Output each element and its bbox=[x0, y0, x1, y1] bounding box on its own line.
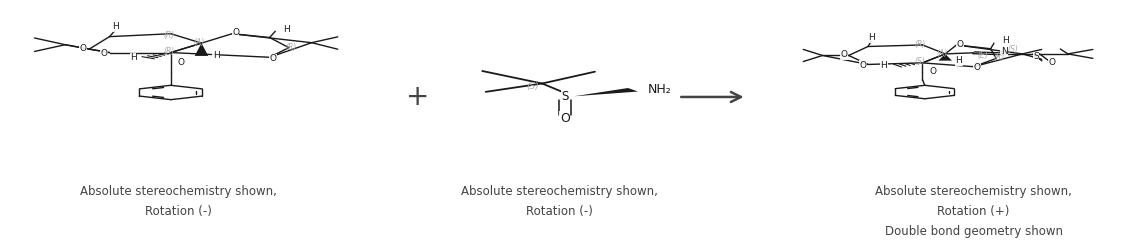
Text: (S): (S) bbox=[1008, 45, 1019, 54]
Text: Rotation (-): Rotation (-) bbox=[145, 205, 212, 218]
Text: (R): (R) bbox=[163, 47, 175, 56]
Polygon shape bbox=[938, 54, 952, 61]
Text: +: + bbox=[405, 83, 429, 111]
Text: O: O bbox=[232, 28, 240, 37]
Text: O: O bbox=[860, 61, 867, 70]
Text: H: H bbox=[130, 53, 137, 62]
Text: Absolute stereochemistry shown,: Absolute stereochemistry shown, bbox=[80, 185, 277, 198]
Text: O: O bbox=[929, 67, 937, 76]
Text: (R): (R) bbox=[915, 40, 925, 49]
Text: (A): (A) bbox=[936, 49, 947, 58]
Text: O: O bbox=[80, 44, 87, 53]
Text: H: H bbox=[283, 24, 290, 34]
Text: H: H bbox=[881, 61, 888, 70]
Text: (R): (R) bbox=[285, 43, 297, 52]
Text: (R): (R) bbox=[163, 31, 175, 40]
Text: Double bond geometry shown: Double bond geometry shown bbox=[884, 225, 1062, 238]
Text: (A): (A) bbox=[194, 38, 205, 47]
Text: (S): (S) bbox=[915, 57, 925, 66]
Text: (E): (E) bbox=[977, 51, 988, 60]
Text: Absolute stereochemistry shown,: Absolute stereochemistry shown, bbox=[461, 185, 657, 198]
Text: O: O bbox=[178, 58, 185, 67]
Polygon shape bbox=[574, 88, 638, 96]
Text: H: H bbox=[868, 33, 875, 42]
Text: O: O bbox=[973, 63, 980, 72]
Text: Rotation (-): Rotation (-) bbox=[526, 205, 592, 218]
Text: O: O bbox=[841, 50, 848, 59]
Text: (R): (R) bbox=[993, 53, 1004, 62]
Text: O: O bbox=[560, 112, 569, 125]
Polygon shape bbox=[195, 43, 209, 56]
Text: S: S bbox=[561, 90, 568, 103]
Text: O: O bbox=[956, 40, 963, 48]
Text: H: H bbox=[1002, 36, 1009, 45]
Text: S: S bbox=[1033, 52, 1039, 61]
Text: O: O bbox=[269, 54, 276, 63]
Text: O: O bbox=[100, 49, 107, 58]
Text: H: H bbox=[112, 23, 119, 31]
Text: H: H bbox=[955, 56, 962, 65]
Text: NH₂: NH₂ bbox=[648, 83, 671, 96]
Text: Absolute stereochemistry shown,: Absolute stereochemistry shown, bbox=[875, 185, 1073, 198]
Text: H: H bbox=[213, 51, 219, 60]
Text: Rotation (+): Rotation (+) bbox=[938, 205, 1010, 218]
Text: O: O bbox=[1049, 58, 1055, 67]
Text: N: N bbox=[1001, 47, 1008, 56]
Text: (S): (S) bbox=[527, 82, 540, 91]
